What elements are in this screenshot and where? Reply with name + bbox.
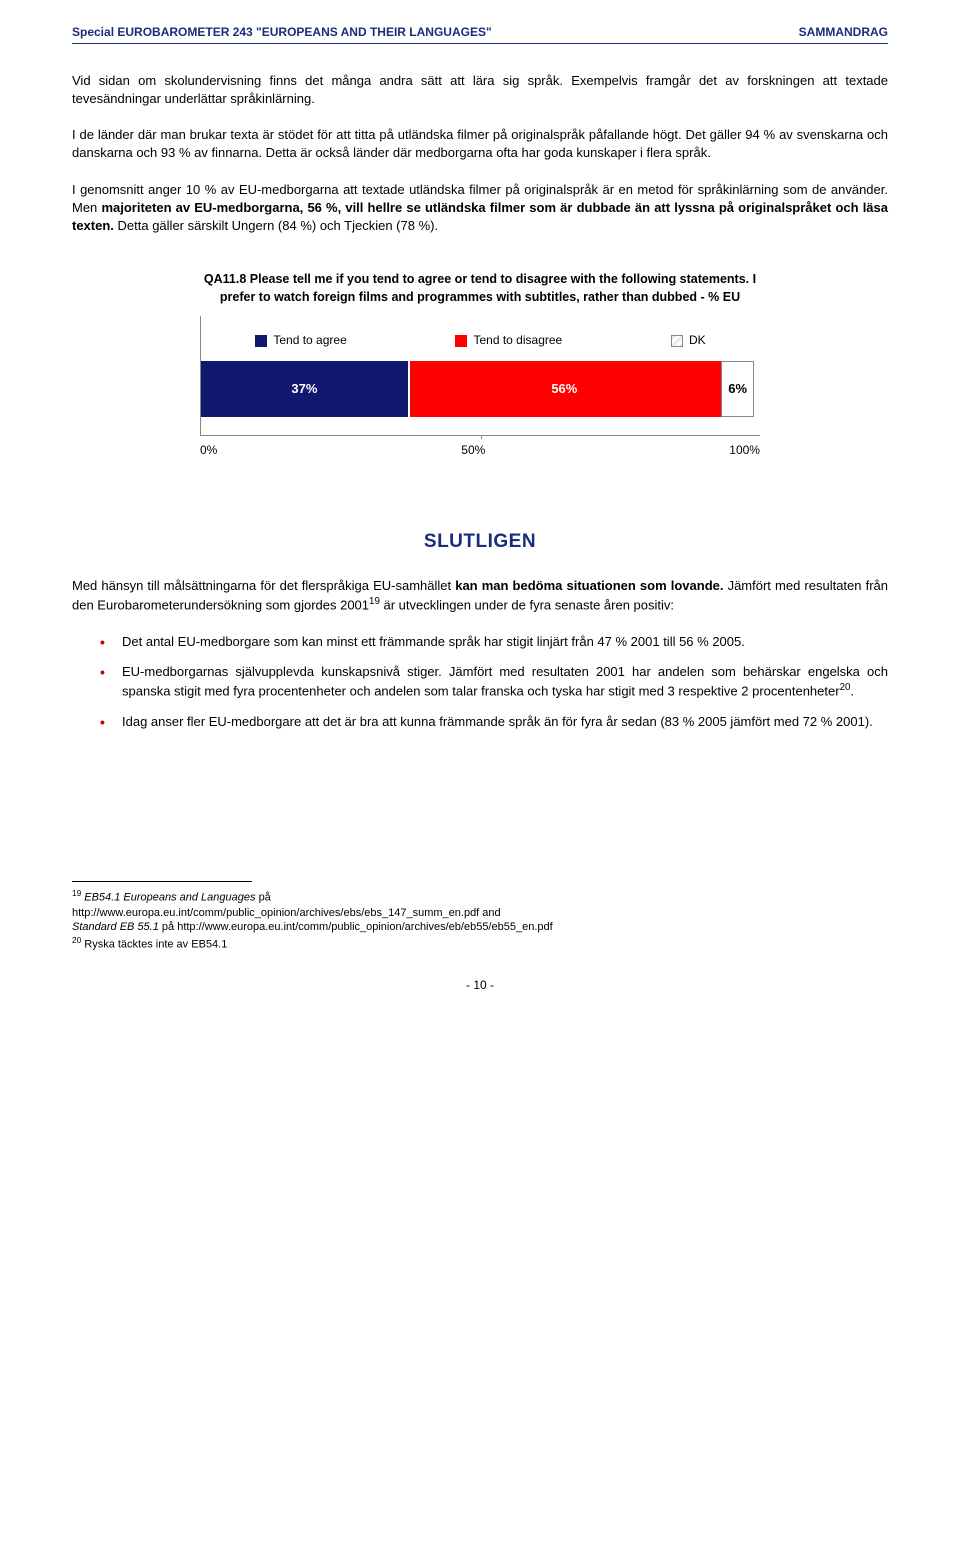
bullet-2-sup: 20 [840, 682, 851, 693]
bullet-2: EU-medborgarnas självupplevda kunskapsni… [100, 663, 888, 701]
legend-item-agree: Tend to agree [255, 332, 346, 349]
bullet-2-tail: . [850, 684, 854, 699]
fn20-num: 20 [72, 936, 81, 945]
page-header: Special EUROBAROMETER 243 "EUROPEANS AND… [72, 24, 888, 44]
fn19-num: 19 [72, 889, 81, 898]
bullet-1: Det antal EU-medborgare som kan minst et… [100, 633, 888, 651]
bar-segment-1: 56% [408, 361, 721, 417]
chart-legend: Tend to agree Tend to disagree DK [201, 332, 760, 349]
legend-swatch-disagree [455, 335, 467, 347]
footnote-20: 20 Ryska täcktes inte av EB54.1 [72, 935, 888, 953]
bar-segment-2: 6% [721, 361, 755, 417]
fn19-b: på [259, 892, 271, 904]
bar-segment-0: 37% [201, 361, 408, 417]
fn19-a: EB54.1 Europeans and Languages [81, 892, 258, 904]
legend-swatch-agree [255, 335, 267, 347]
legend-label-dk: DK [689, 333, 706, 347]
chart-x-axis: 0% 50% 100% [200, 442, 760, 459]
fn20-text: Ryska täcktes inte av EB54.1 [81, 939, 227, 951]
page-number: - 10 - [72, 977, 888, 994]
legend-swatch-dk [671, 335, 683, 347]
header-left: Special EUROBAROMETER 243 "EUROPEANS AND… [72, 24, 492, 41]
paragraph-3: I genomsnitt anger 10 % av EU-medborgarn… [72, 181, 888, 236]
lead-d: är utvecklingen under de fyra senaste år… [380, 598, 674, 613]
footnote-separator [72, 881, 252, 882]
stacked-bar: 37%56%6% [201, 361, 760, 417]
legend-label-agree: Tend to agree [273, 333, 346, 347]
header-right: SAMMANDRAG [799, 24, 888, 41]
xtick-100: 100% [729, 442, 760, 459]
fn19-line3b: på http://www.europa.eu.int/comm/public_… [162, 921, 553, 933]
final-lead: Med hänsyn till målsättningarna för det … [72, 577, 888, 615]
legend-item-disagree: Tend to disagree [455, 332, 562, 349]
bullet-3: Idag anser fler EU-medborgare att det är… [100, 713, 888, 731]
section-heading-slutligen: SLUTLIGEN [72, 529, 888, 556]
fn19-line2: http://www.europa.eu.int/comm/public_opi… [72, 907, 501, 919]
legend-label-disagree: Tend to disagree [473, 333, 562, 347]
lead-bold: kan man bedöma situationen som lovande. [455, 578, 723, 593]
bullet-list: Det antal EU-medborgare som kan minst et… [72, 633, 888, 731]
chart-plot-area: Tend to agree Tend to disagree DK 37%56%… [200, 316, 760, 436]
bullet-2-text: EU-medborgarnas självupplevda kunskapsni… [122, 664, 888, 699]
paragraph-2: I de länder där man brukar texta är stöd… [72, 126, 888, 162]
lead-a: Med hänsyn till målsättningarna för det … [72, 578, 455, 593]
legend-item-dk: DK [671, 332, 706, 349]
lead-sup: 19 [369, 596, 380, 607]
footnote-19: 19 EB54.1 Europeans and Languages på htt… [72, 888, 888, 935]
xtick-0: 0% [200, 442, 217, 459]
paragraph-1: Vid sidan om skolundervisning finns det … [72, 72, 888, 108]
fn19-line3a: Standard EB 55.1 [72, 921, 162, 933]
xtick-50: 50% [461, 442, 485, 459]
chart-container: QA11.8 Please tell me if you tend to agr… [200, 271, 760, 459]
p3-part-c: Detta gäller särskilt Ungern (84 %) och … [114, 218, 438, 233]
chart-title: QA11.8 Please tell me if you tend to agr… [200, 271, 760, 306]
